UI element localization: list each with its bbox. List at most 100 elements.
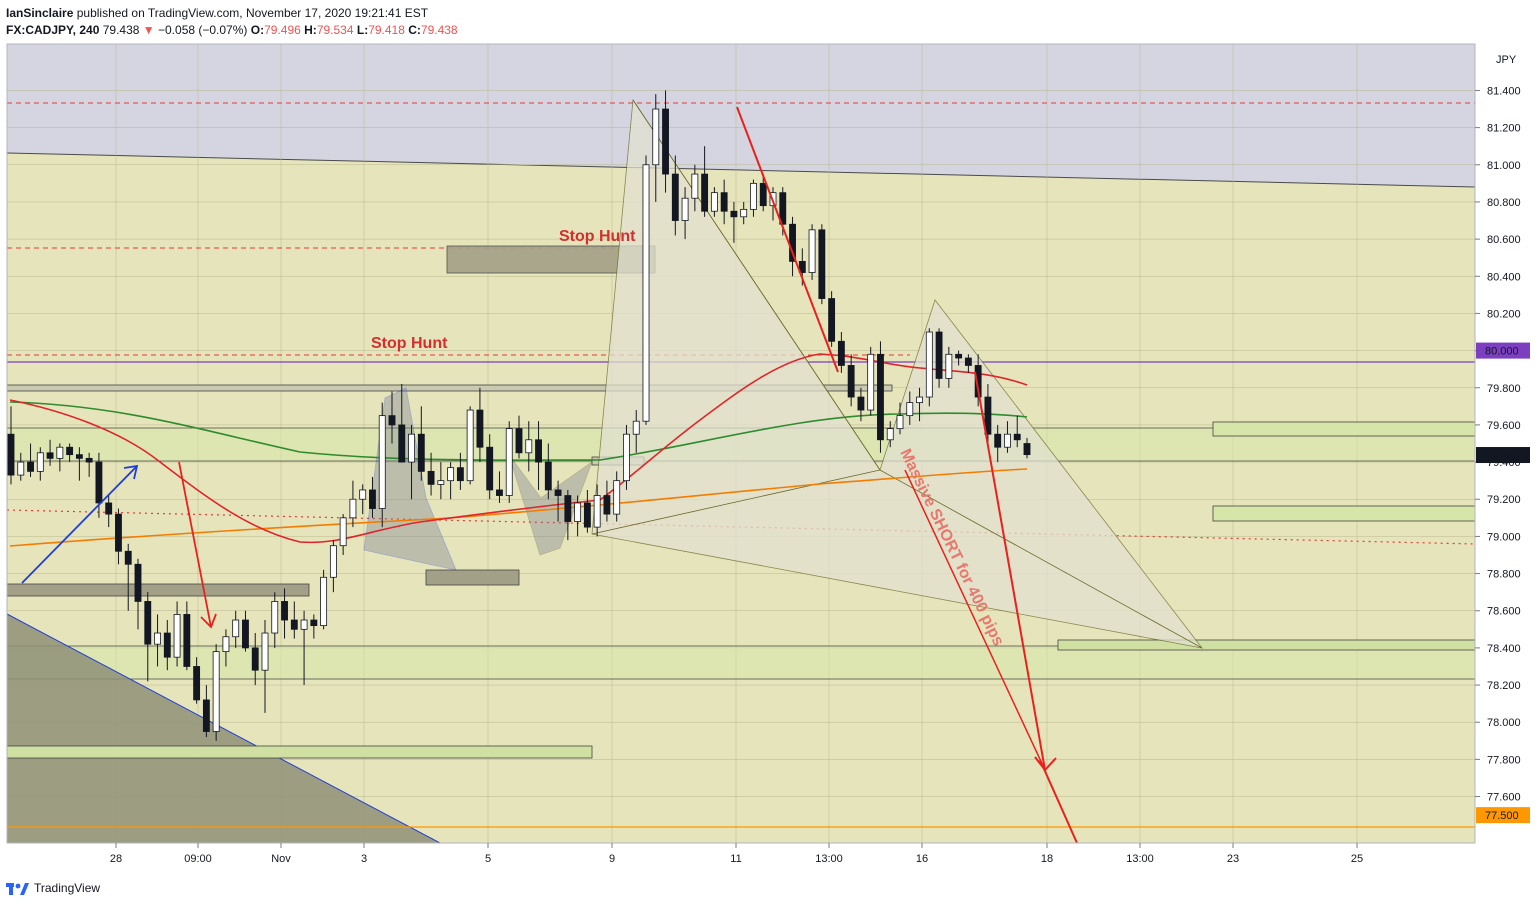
- candle[interactable]: [916, 387, 923, 422]
- candle[interactable]: [300, 610, 308, 686]
- candle[interactable]: [66, 443, 74, 463]
- candle[interactable]: [1013, 415, 1021, 448]
- candle[interactable]: [46, 439, 54, 466]
- candle[interactable]: [281, 588, 288, 639]
- blue-arrow[interactable]: [21, 465, 138, 584]
- candle[interactable]: [349, 480, 357, 528]
- candle[interactable]: [95, 452, 103, 518]
- candle[interactable]: [681, 187, 689, 240]
- candle[interactable]: [525, 421, 533, 472]
- candle[interactable]: [642, 155, 650, 425]
- candle[interactable]: [183, 601, 191, 671]
- candle[interactable]: [740, 201, 748, 225]
- candle[interactable]: [867, 346, 875, 416]
- candle[interactable]: [212, 644, 220, 741]
- candlestick-series[interactable]: [7, 90, 1031, 741]
- candle[interactable]: [554, 480, 562, 522]
- candle[interactable]: [857, 387, 865, 422]
- candle[interactable]: [652, 94, 660, 202]
- candle[interactable]: [994, 424, 1002, 463]
- candle[interactable]: [105, 495, 113, 528]
- candle[interactable]: [232, 610, 240, 648]
- demand-box-small[interactable]: [425, 569, 520, 586]
- candle[interactable]: [496, 471, 503, 503]
- candle[interactable]: [535, 421, 542, 490]
- candle[interactable]: [935, 328, 943, 388]
- tradingview-footer[interactable]: TradingView: [6, 880, 100, 896]
- candle[interactable]: [320, 569, 328, 630]
- tradingview-brand[interactable]: TradingView: [34, 881, 101, 895]
- target-box-1[interactable]: [1212, 421, 1475, 437]
- candle[interactable]: [583, 489, 591, 533]
- candle[interactable]: [222, 629, 230, 667]
- candle[interactable]: [964, 354, 972, 373]
- candle[interactable]: [828, 291, 836, 347]
- candle[interactable]: [85, 452, 93, 477]
- candle[interactable]: [242, 610, 249, 652]
- red-short-arrow[interactable]: [974, 371, 1046, 771]
- range-box[interactable]: [7, 384, 893, 392]
- candle[interactable]: [486, 434, 494, 500]
- candle[interactable]: [27, 443, 34, 477]
- candle[interactable]: [613, 471, 621, 522]
- candle[interactable]: [447, 462, 455, 500]
- candle[interactable]: [75, 447, 83, 481]
- candle[interactable]: [847, 354, 855, 407]
- candle[interactable]: [720, 179, 728, 225]
- candle[interactable]: [134, 558, 142, 630]
- candle[interactable]: [388, 391, 396, 444]
- candle[interactable]: [691, 164, 699, 212]
- candle[interactable]: [251, 633, 259, 686]
- candle[interactable]: [173, 601, 181, 667]
- candle[interactable]: [36, 447, 44, 481]
- candle[interactable]: [398, 384, 406, 463]
- candle[interactable]: [896, 402, 904, 435]
- candle[interactable]: [906, 391, 914, 425]
- candle[interactable]: [163, 620, 171, 671]
- candle[interactable]: [515, 415, 523, 459]
- red-downtrend-line[interactable]: [736, 106, 839, 373]
- candle[interactable]: [730, 201, 738, 243]
- candle[interactable]: [886, 421, 894, 448]
- candle[interactable]: [378, 402, 386, 528]
- candle[interactable]: [505, 421, 513, 503]
- candle[interactable]: [750, 179, 757, 217]
- candle[interactable]: [456, 452, 464, 490]
- candle[interactable]: [427, 452, 435, 496]
- candle[interactable]: [574, 495, 582, 537]
- candle[interactable]: [701, 146, 709, 217]
- candle[interactable]: [984, 384, 992, 448]
- candle[interactable]: [359, 484, 367, 515]
- candle[interactable]: [603, 480, 611, 522]
- candle[interactable]: [632, 410, 640, 453]
- candle[interactable]: [193, 657, 201, 704]
- candle[interactable]: [290, 601, 298, 639]
- demand-box[interactable]: [7, 583, 310, 597]
- candle[interactable]: [945, 346, 953, 388]
- candle[interactable]: [955, 350, 963, 366]
- candle[interactable]: [154, 614, 161, 667]
- candle[interactable]: [564, 489, 572, 541]
- candle[interactable]: [593, 484, 601, 537]
- candle[interactable]: [271, 592, 279, 648]
- candle[interactable]: [974, 354, 982, 407]
- time-axis[interactable]: 28 09:00 Nov 3 5 9 11 13:00 16 18 13:00 23 25: [110, 843, 1363, 865]
- candle[interactable]: [818, 224, 826, 305]
- candle[interactable]: [417, 406, 425, 481]
- candle[interactable]: [837, 332, 845, 373]
- target-box-2[interactable]: [1212, 505, 1475, 522]
- candle[interactable]: [310, 614, 318, 639]
- price-axis[interactable]: 81.400 81.200 81.000 80.800 80.600 80.400 80.2…: [1475, 85, 1521, 804]
- candle[interactable]: [144, 592, 152, 682]
- candle[interactable]: [7, 406, 15, 485]
- candle[interactable]: [124, 543, 132, 611]
- candle[interactable]: [476, 387, 484, 463]
- candle[interactable]: [329, 540, 337, 593]
- candle[interactable]: [671, 155, 679, 236]
- red-arrow-small[interactable]: [178, 461, 212, 628]
- candle[interactable]: [408, 424, 415, 500]
- candle[interactable]: [369, 476, 376, 518]
- candle[interactable]: [437, 462, 445, 500]
- harmonic-pattern-large[interactable]: [591, 98, 1203, 649]
